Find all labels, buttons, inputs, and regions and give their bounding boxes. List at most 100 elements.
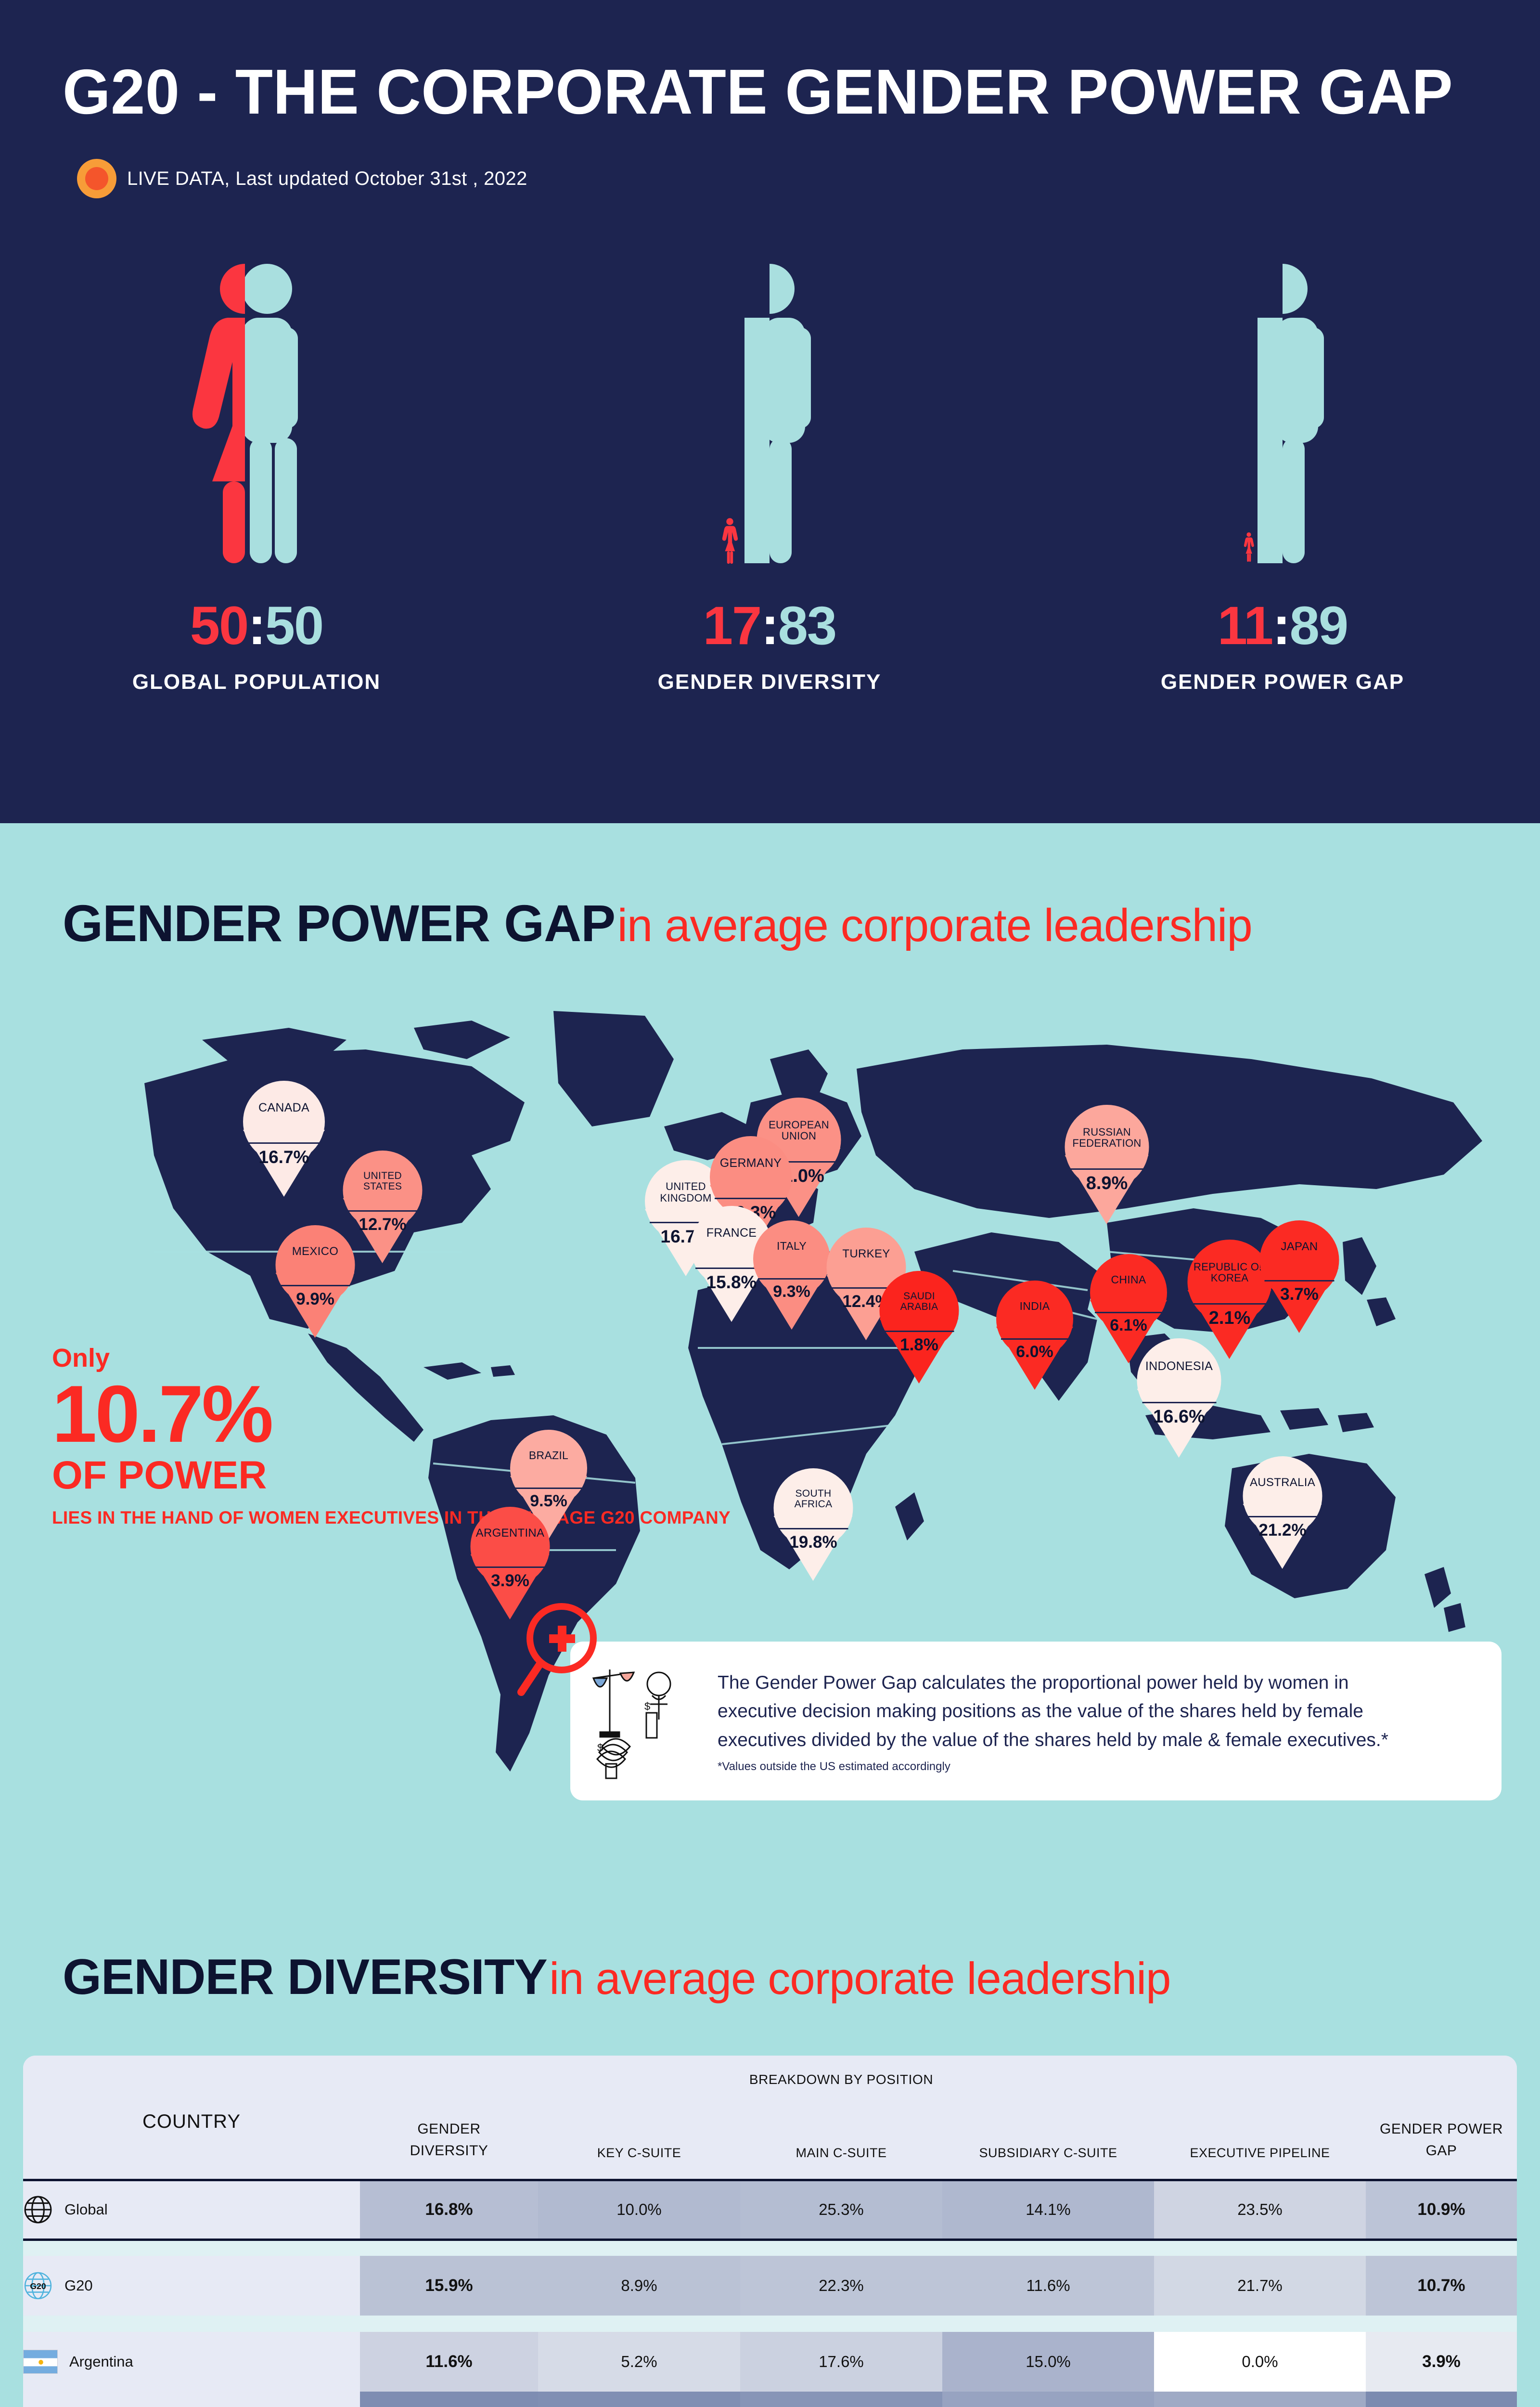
scaled-person-icon: [1181, 255, 1384, 592]
map-pin-value: 2.1%: [1208, 1307, 1251, 1328]
map-pin-label: CHINA: [1111, 1273, 1146, 1286]
table-cell-key-c-suite: 10.0%: [538, 2178, 740, 2241]
live-indicator-icon: [77, 159, 116, 198]
table-row[interactable]: G20 G20 15.9% 8.9% 22.3% 11.6% 21.7% 10.7%: [23, 2256, 1517, 2316]
map-pin-russian-federation[interactable]: RUSSIAN FEDERATION 8.9%: [1065, 1105, 1149, 1225]
map-pin-japan[interactable]: JAPAN 3.7%: [1259, 1220, 1339, 1333]
map-pin-european-union[interactable]: EUROPEAN UNION 11.0%: [757, 1098, 841, 1217]
map-pin-label: FRANCE: [706, 1226, 757, 1240]
table-header-row: COUNTRY GENDER DIVERSITY KEY C-SUITE BRE…: [23, 2056, 1517, 2180]
map-pin-india[interactable]: INDIA 6.0%: [996, 1281, 1073, 1390]
table-cell-key-c-suite: 5.2%: [538, 2332, 740, 2392]
map-pin-divider: [1142, 1401, 1216, 1403]
table-row[interactable]: Argentina 11.6% 5.2% 17.6% 15.0% 0.0% 3.9%: [23, 2332, 1517, 2392]
map-pin-divider: [1094, 1312, 1163, 1314]
map-pin-brazil[interactable]: BRAZIL 9.5%: [510, 1430, 587, 1539]
map-pin-label: UNITED STATES: [363, 1170, 402, 1192]
table-cell-executive-pipeline: 0.0%: [1154, 2332, 1366, 2392]
gender-diversity-table: COUNTRY GENDER DIVERSITY KEY C-SUITE BRE…: [23, 2056, 1517, 2407]
map-pin-value: 8.9%: [1086, 1173, 1128, 1193]
table-cell-main-c-suite: 40.4%: [740, 2392, 942, 2407]
table-row[interactable]: Australia29.6%16.3%40.4%18.2%46.7%21.2%: [23, 2392, 1517, 2407]
map-pin-divider: [762, 1161, 836, 1163]
table-cell-country: Australia: [23, 2392, 360, 2407]
map-pin-divider: [248, 1142, 320, 1144]
table-cell-subsidiary-c-suite: 11.6%: [942, 2256, 1154, 2316]
flag-icon-argentina: [23, 2350, 58, 2374]
map-pin-value: 21.2%: [1258, 1520, 1307, 1540]
map-pin-divider: [1264, 1280, 1335, 1282]
ratio-value: 17:83: [703, 595, 837, 656]
figure-gender-diversity: 17:83 GENDER DIVERSITY: [513, 255, 1026, 694]
map-pin-australia[interactable]: AUSTRALIA 21.2%: [1243, 1456, 1322, 1569]
map-pin-divider: [831, 1287, 901, 1289]
table-cell-key-c-suite: 16.3%: [538, 2392, 740, 2407]
country-label: Global: [64, 2201, 108, 2218]
definition-line-1: The Gender Power Gap calculates the prop…: [718, 1672, 1349, 1694]
map-pin-indonesia[interactable]: INDONESIA 16.6%: [1137, 1338, 1221, 1458]
map-pin-south-africa[interactable]: SOUTH AFRICA 19.8%: [773, 1468, 853, 1581]
map-pin-china[interactable]: CHINA 6.1%: [1090, 1254, 1167, 1363]
ratio-figures: 50:50 GLOBAL POPULATION: [0, 255, 1540, 694]
table-cell-subsidiary-c-suite: 14.1%: [942, 2178, 1154, 2241]
column-header-gender-diversity: GENDER DIVERSITY: [360, 2056, 538, 2180]
table-heading-primary: GENDER DIVERSITY: [63, 1949, 548, 2005]
figure-label: GENDER POWER GAP: [1160, 670, 1405, 694]
stat-of-power: OF POWER: [52, 1453, 267, 1497]
map-pin-value: 9.3%: [773, 1282, 810, 1301]
table-cell-gender-power-gap: 3.9%: [1366, 2332, 1517, 2392]
table-row-spacer: [23, 2239, 1517, 2256]
map-pin-label: TURKEY: [842, 1247, 890, 1261]
map-pin-divider: [715, 1197, 787, 1199]
map-section: GENDER POWER GAP in average corporate le…: [0, 823, 1540, 1906]
column-header-executive-pipeline: EXECUTIVE PIPELINE: [1154, 2056, 1366, 2180]
table-cell-subsidiary-c-suite: 18.2%: [942, 2392, 1154, 2407]
map-pin-label: CANADA: [258, 1101, 309, 1115]
map-pin-saudi-arabia[interactable]: SAUDI ARABIA 1.8%: [879, 1271, 959, 1384]
map-pin-united-states[interactable]: UNITED STATES 12.7%: [343, 1151, 423, 1263]
definition-line-2: executive decision making positions as t…: [718, 1701, 1363, 1722]
power-stat-callout: Only 10.7% OF POWER LIES IN THE HAND OF …: [52, 1343, 731, 1531]
map-pin-label: EUROPEAN UNION: [769, 1118, 829, 1142]
map-pin-argentina[interactable]: ARGENTINA 3.9%: [470, 1507, 550, 1619]
table-cell-main-c-suite: 25.3%: [740, 2178, 942, 2241]
page-title: G20 - THE CORPORATE GENDER POWER GAP: [63, 56, 1453, 127]
map-pin-value: 3.9%: [491, 1571, 529, 1590]
figure-gender-power-gap: 11:89 GENDER POWER GAP: [1026, 255, 1539, 694]
definition-line-3: executives divided by the value of the s…: [718, 1729, 1388, 1750]
table-section: GENDER DIVERSITY in average corporate le…: [0, 1906, 1540, 2407]
table-cell-executive-pipeline: 23.5%: [1154, 2178, 1366, 2241]
map-pin-divider: [650, 1221, 722, 1223]
map-section-heading: GENDER POWER GAP in average corporate le…: [63, 893, 1253, 953]
column-header-country: COUNTRY: [23, 2056, 360, 2180]
stat-description: LIES IN THE HAND OF WOMEN EXECUTIVES IN …: [52, 1507, 731, 1527]
ratio-value: 11:89: [1217, 595, 1348, 656]
stat-value: 10.7%: [52, 1369, 273, 1459]
map-pin-divider: [347, 1210, 418, 1212]
table-section-heading: GENDER DIVERSITY in average corporate le…: [63, 1949, 1171, 2006]
table-cell-gender-power-gap: 21.2%: [1366, 2392, 1517, 2407]
country-label: Argentina: [69, 2353, 133, 2370]
map-pin-value: 6.1%: [1110, 1316, 1147, 1335]
map-pin-label: AUSTRALIA: [1249, 1476, 1316, 1489]
map-pin-label: INDONESIA: [1145, 1359, 1213, 1373]
map-pin-italy[interactable]: ITALY 9.3%: [753, 1220, 830, 1330]
map-pin-label: ITALY: [777, 1239, 807, 1252]
table-row[interactable]: Global 16.8% 10.0% 25.3% 14.1% 23.5% 10.9%: [23, 2178, 1517, 2241]
map-pin-mexico[interactable]: MEXICO 9.9%: [275, 1225, 355, 1338]
map-pin-divider: [1247, 1516, 1318, 1518]
column-group-header: BREAKDOWN BY POSITION: [749, 2072, 934, 2087]
definition-infobox: $ $ The Gender Power Gap calculates the …: [570, 1642, 1502, 1800]
table-cell-gender-power-gap: 10.9%: [1366, 2178, 1517, 2241]
map-pin-canada[interactable]: CANADA 16.7%: [243, 1081, 325, 1197]
map-pin-divider: [1001, 1338, 1069, 1340]
map-pin-value: 9.9%: [296, 1289, 334, 1308]
definition-footnote: *Values outside the US estimated accordi…: [718, 1760, 950, 1773]
stat-only-label: Only: [52, 1344, 110, 1372]
map-pin-value: 16.7%: [258, 1147, 309, 1167]
definition-text: The Gender Power Gap calculates the prop…: [718, 1669, 1388, 1773]
map-pin-divider: [695, 1267, 768, 1269]
data-table-panel: COUNTRY GENDER DIVERSITY KEY C-SUITE BRE…: [23, 2056, 1517, 2407]
map-pin-republic-of-korea[interactable]: REPUBLIC OF KOREA 2.1%: [1187, 1240, 1272, 1359]
map-pin-value: 1.8%: [900, 1335, 938, 1354]
